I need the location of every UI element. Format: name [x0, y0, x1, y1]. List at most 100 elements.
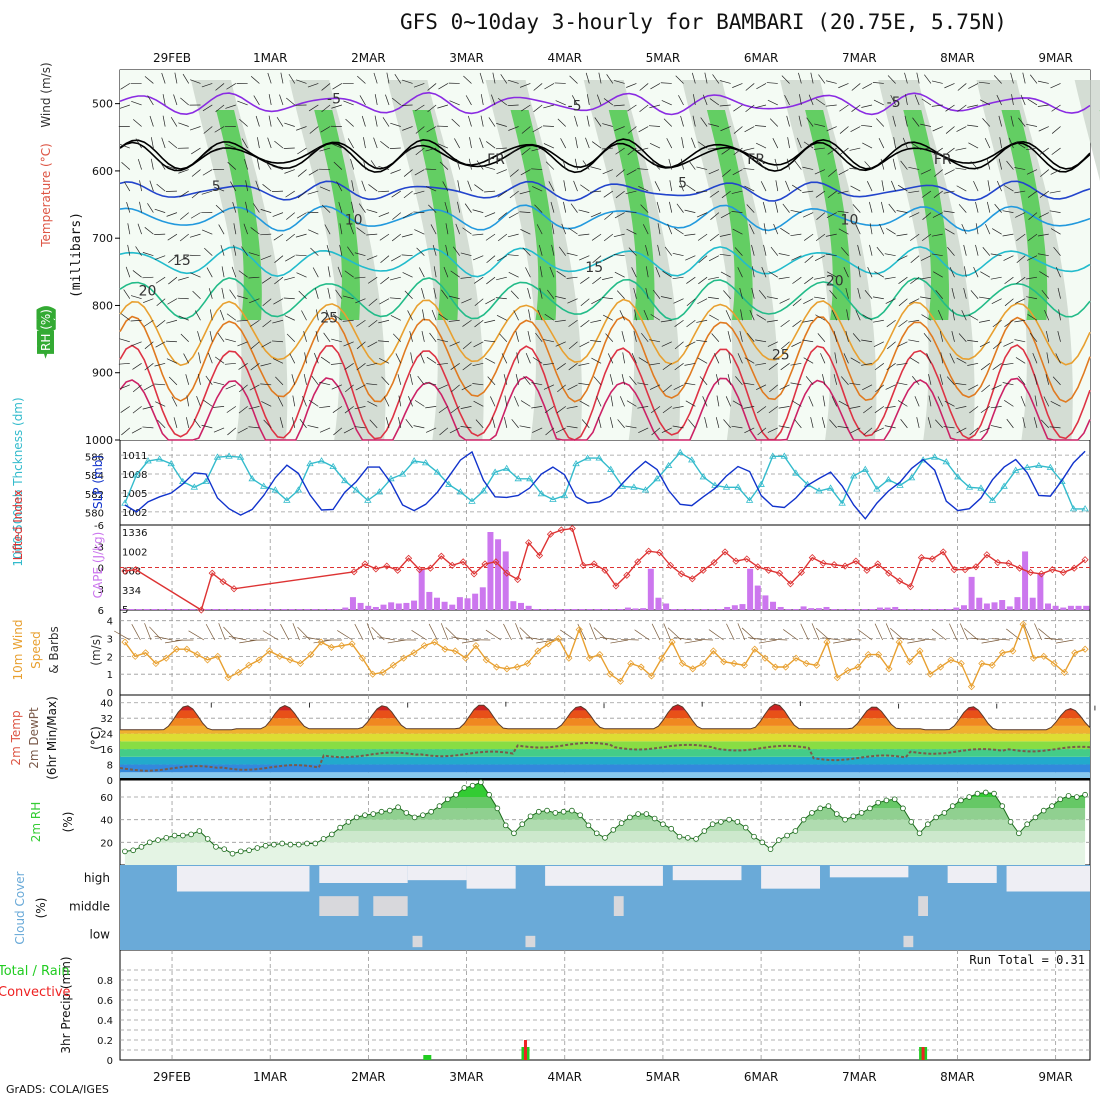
wind-barb	[536, 224, 543, 235]
cape-bar	[579, 609, 586, 610]
cape-bar	[151, 609, 158, 610]
wind-barb	[264, 160, 272, 170]
lifted-index-point	[645, 547, 653, 555]
wind-barb	[379, 233, 390, 241]
wind-barb	[645, 266, 649, 278]
wind-barb	[885, 384, 896, 390]
thk-tick-label: 580	[85, 509, 104, 520]
wind-barb	[709, 314, 720, 321]
wind-barb-10m	[694, 638, 714, 641]
lifted-index-point	[950, 566, 958, 574]
wind-barb	[1003, 185, 1014, 192]
wind-barb	[262, 319, 272, 328]
wind-barb	[631, 267, 637, 278]
wind-barb	[450, 363, 460, 370]
cape-bar	[808, 608, 815, 610]
wind-barb	[1046, 352, 1050, 364]
date-label-top: 4MAR	[547, 51, 582, 65]
wind-barb	[769, 384, 779, 393]
wind-barb	[356, 341, 366, 350]
cape-bar	[731, 605, 738, 610]
wind-barb	[828, 169, 837, 177]
cape-bar	[647, 568, 654, 610]
wind-barb	[419, 352, 425, 364]
wind-barb	[768, 271, 778, 278]
wind-barb	[790, 209, 802, 213]
wind-barb	[479, 72, 484, 84]
wind-barb	[1010, 115, 1014, 127]
cape-bar	[640, 608, 647, 610]
wind-barb	[374, 94, 378, 106]
cloud-gap-high	[407, 866, 467, 881]
wind-barb	[926, 353, 932, 364]
wind-barb	[881, 201, 885, 213]
wind-barb	[912, 376, 920, 386]
wind-barb	[592, 276, 602, 285]
wind-barb	[303, 331, 307, 342]
wind-barb-10m	[366, 623, 375, 641]
thickness-point	[526, 475, 534, 482]
cape-bar	[792, 609, 799, 610]
wind-barb	[543, 362, 554, 366]
wind-barb	[938, 310, 944, 321]
wind-barb	[378, 319, 390, 324]
wind-barb-10m	[874, 623, 883, 641]
wind-speed-point	[606, 670, 614, 678]
rh-point	[593, 830, 600, 837]
wind-barb	[840, 247, 849, 256]
isotherm-label: -5	[887, 95, 901, 111]
wind-barb	[786, 115, 790, 127]
wind-barb	[291, 374, 296, 385]
wind-barb	[775, 201, 779, 213]
wind-barb	[368, 184, 378, 192]
isotherm-label: 20	[826, 273, 844, 289]
wind-barb	[562, 158, 567, 170]
cape-bar	[838, 609, 845, 610]
thickness-point	[190, 483, 199, 490]
wind-barb	[660, 296, 672, 300]
wind-barb	[286, 212, 295, 220]
wind-barb-10m	[970, 637, 989, 641]
wind-barb-10m	[525, 636, 544, 641]
wind-barb	[437, 338, 448, 343]
wind-speed-point	[1019, 620, 1027, 628]
rh-point	[1074, 794, 1080, 800]
wind-barb	[855, 224, 861, 235]
cloud-axis-label: Cloud Cover	[13, 871, 27, 944]
wind-speed-point	[245, 661, 253, 669]
wind-barb	[912, 117, 920, 127]
wind-speed-point	[131, 652, 139, 660]
wind-barb	[485, 298, 496, 305]
wind-barb	[684, 382, 696, 386]
wind-barb	[218, 224, 225, 235]
wind-barb	[191, 190, 201, 199]
lifted-index-point	[721, 548, 729, 556]
wind-barb	[479, 137, 484, 149]
wind-barb	[513, 396, 519, 407]
panel-frame-wind	[119, 609, 1091, 696]
wind-barb	[418, 267, 425, 278]
thickness-point	[780, 452, 789, 459]
wind-barb	[391, 190, 401, 198]
wind-barb	[897, 400, 908, 407]
wind-barb	[722, 169, 731, 177]
wind-barb	[910, 255, 920, 264]
wind-barb	[628, 247, 637, 256]
wind-barb	[193, 418, 201, 429]
wind-barb	[928, 395, 932, 407]
wind-barb	[684, 209, 696, 213]
wind-barb	[1020, 94, 1026, 106]
wind-barb	[279, 417, 284, 428]
wind-barb	[119, 338, 130, 343]
wind-barb	[338, 201, 343, 213]
wind-barb	[973, 267, 979, 278]
wind-barb	[142, 426, 154, 429]
wind-barb	[649, 384, 661, 390]
wind-barb	[402, 126, 413, 131]
wind-barb	[288, 73, 296, 84]
precip-total-label: Total / Rain	[0, 964, 70, 979]
wind-barb-10m	[634, 629, 650, 641]
wind-barb	[843, 267, 849, 278]
wind-barb	[490, 396, 496, 407]
